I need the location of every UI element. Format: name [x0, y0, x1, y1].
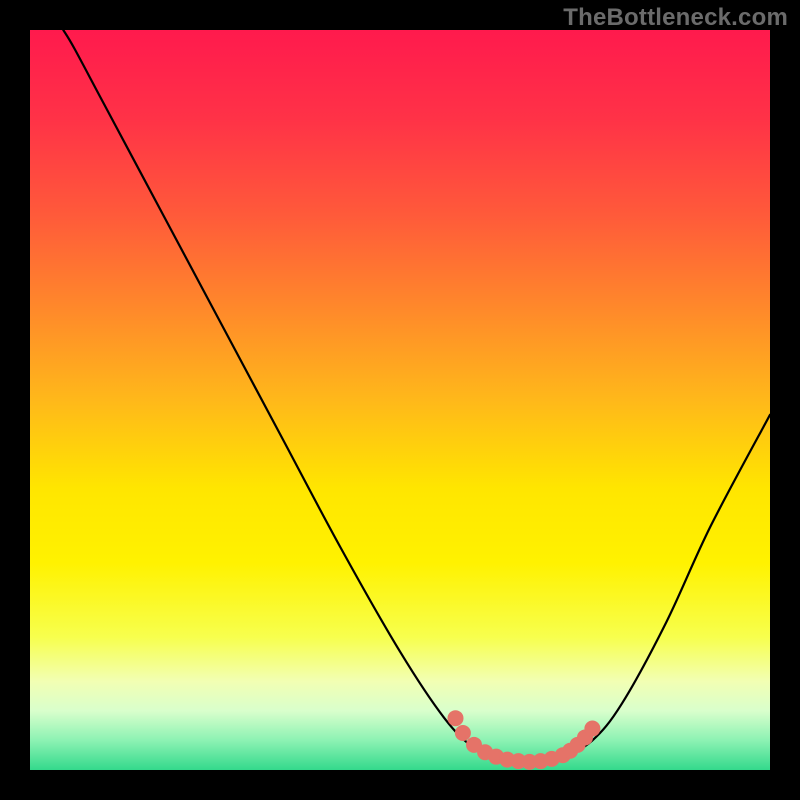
chart-frame: TheBottleneck.com [0, 0, 800, 800]
bottleneck-chart [0, 0, 800, 800]
watermark-text: TheBottleneck.com [563, 4, 788, 32]
